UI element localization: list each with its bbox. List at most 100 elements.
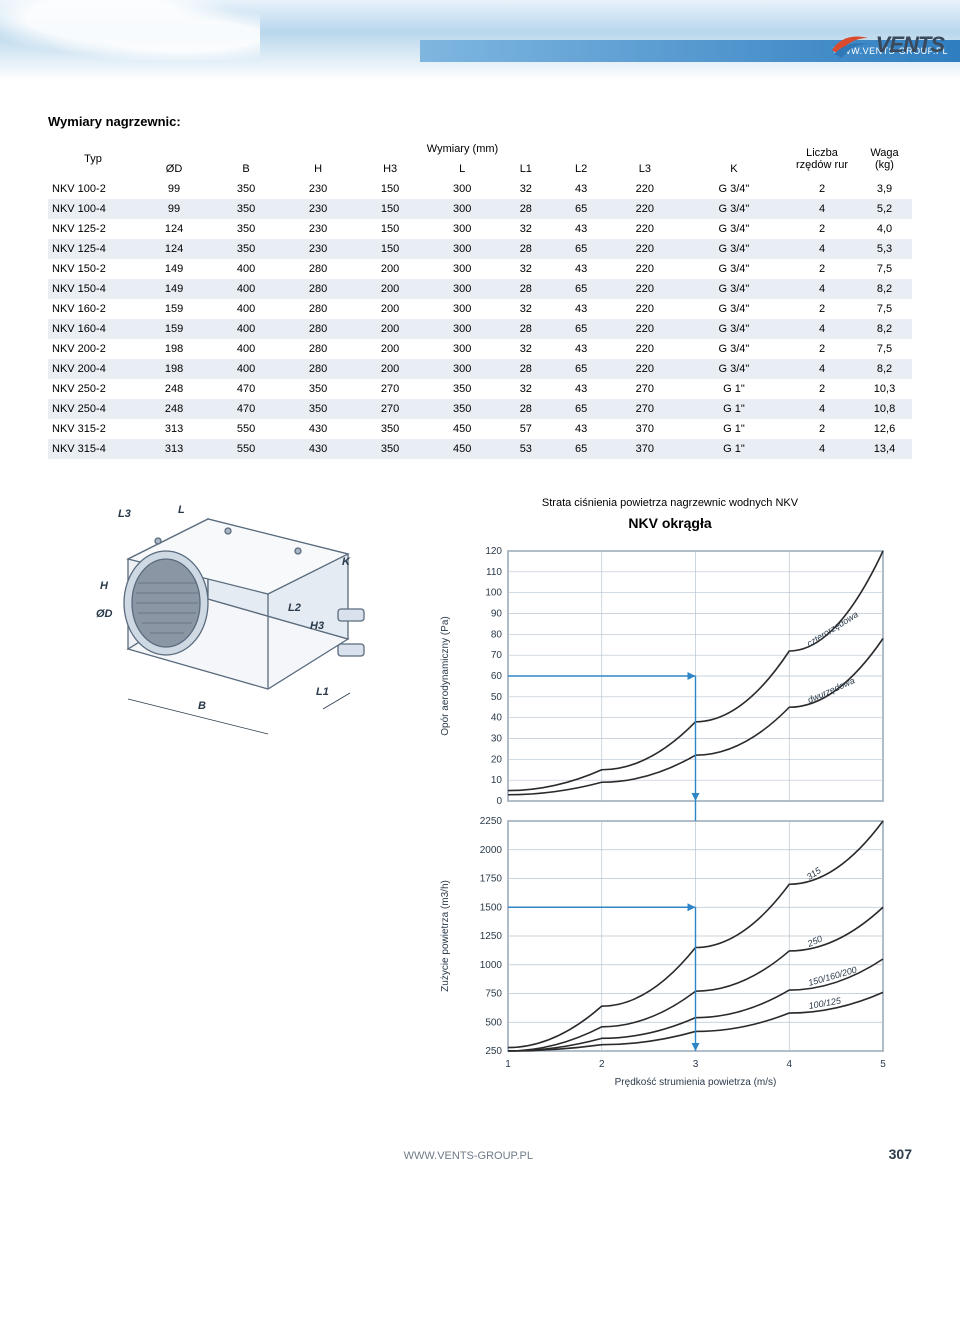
th-H: H [282,159,354,179]
cell: 280 [282,339,354,359]
cell: 150 [354,179,426,199]
cell: 220 [609,179,681,199]
dim-H: H [100,580,109,592]
cell: 8,2 [857,319,912,339]
table-row: NKV 125-21243502301503003243220G 3/4"24,… [48,219,912,239]
cell: 13,4 [857,439,912,459]
cell: 280 [282,259,354,279]
dim-H3: H3 [310,620,324,632]
logo: VENTS [830,30,944,60]
svg-text:750: 750 [485,989,502,1000]
cell: 198 [138,339,210,359]
cell: 200 [354,339,426,359]
table-row: NKV 125-41243502301503002865220G 3/4"45,… [48,239,912,259]
cell: 350 [354,439,426,459]
th-L: L [426,159,498,179]
cell-typ: NKV 250-4 [48,399,138,419]
th-L3: L3 [609,159,681,179]
cell: 28 [498,279,553,299]
cell: 220 [609,259,681,279]
cell: 57 [498,419,553,439]
cell: 350 [210,199,282,219]
cell: 400 [210,299,282,319]
th-L1: L1 [498,159,553,179]
cell: G 3/4" [681,179,787,199]
table-row: NKV 100-2993502301503003243220G 3/4"23,9 [48,179,912,199]
cell: 28 [498,359,553,379]
table-row: NKV 160-41594002802003002865220G 3/4"48,… [48,319,912,339]
cell: 350 [210,239,282,259]
cell: 4 [787,199,857,219]
th-group-rows: Liczba rzędów rur [787,139,857,179]
cell: 32 [498,179,553,199]
cell: 370 [609,439,681,459]
svg-text:dwurzędowa: dwurzędowa [806,675,856,705]
svg-text:1000: 1000 [480,960,503,971]
cell: 4 [787,279,857,299]
dimensions-table: Typ Wymiary (mm) Liczba rzędów rur Waga … [48,139,912,459]
th-L2: L2 [553,159,608,179]
svg-text:2: 2 [599,1059,605,1070]
cell: 4 [787,439,857,459]
cell: 2 [787,339,857,359]
svg-text:1250: 1250 [480,931,503,942]
cell: 200 [354,259,426,279]
cell: 280 [282,299,354,319]
svg-text:250: 250 [485,1046,502,1057]
dim-K: K [342,556,351,568]
cell: 230 [282,199,354,219]
cell: 159 [138,299,210,319]
cell: 7,5 [857,259,912,279]
cell: 43 [553,379,608,399]
cell: 32 [498,299,553,319]
cell: 270 [354,379,426,399]
svg-text:10: 10 [491,775,503,786]
cell: 124 [138,239,210,259]
svg-text:90: 90 [491,609,503,620]
cell-typ: NKV 100-4 [48,199,138,219]
cell-typ: NKV 150-4 [48,279,138,299]
cell: 400 [210,319,282,339]
cell: 350 [426,399,498,419]
cell: 430 [282,439,354,459]
cell: 43 [553,299,608,319]
cell: 400 [210,259,282,279]
cell: 7,5 [857,339,912,359]
svg-text:2000: 2000 [480,845,503,856]
svg-text:40: 40 [491,713,503,724]
svg-text:1500: 1500 [480,902,503,913]
cell: G 1" [681,379,787,399]
cell: 43 [553,259,608,279]
cell: G 3/4" [681,199,787,219]
cell: 300 [426,199,498,219]
svg-text:5: 5 [880,1059,886,1070]
cell: G 3/4" [681,219,787,239]
cell-typ: NKV 200-4 [48,359,138,379]
cell: 43 [553,219,608,239]
cell: G 3/4" [681,339,787,359]
dim-OD: ØD [96,608,113,620]
svg-text:0: 0 [496,796,502,807]
th-B: B [210,159,282,179]
cell: 270 [609,379,681,399]
cell: 65 [553,239,608,259]
cell: 280 [282,279,354,299]
svg-text:150/160/200: 150/160/200 [807,965,858,988]
svg-text:60: 60 [491,671,503,682]
cell: 8,2 [857,279,912,299]
cell: 220 [609,359,681,379]
cell: 65 [553,319,608,339]
cell: 220 [609,319,681,339]
dim-L: L [178,504,185,516]
th-typ: Typ [48,139,138,179]
cell: 28 [498,319,553,339]
cell: 300 [426,219,498,239]
cell-typ: NKV 100-2 [48,179,138,199]
svg-text:110: 110 [486,567,502,578]
table-row: NKV 150-41494002802003002865220G 3/4"48,… [48,279,912,299]
section-title: Wymiary nagrzewnic: [48,114,912,129]
cell: 550 [210,439,282,459]
cell: 32 [498,339,553,359]
svg-text:120: 120 [485,546,502,557]
cell: 470 [210,379,282,399]
